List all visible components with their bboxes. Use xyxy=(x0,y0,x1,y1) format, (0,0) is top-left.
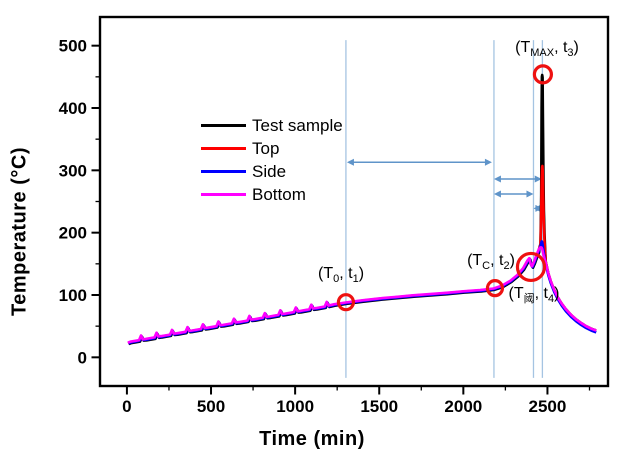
legend-label: Test sample xyxy=(252,115,343,135)
arrowhead xyxy=(346,158,354,166)
y-axis-tick-label: 400 xyxy=(59,99,87,118)
annotation-circle-tmax-t3 xyxy=(532,64,554,85)
arrowhead xyxy=(535,204,543,212)
y-axis-tick-label: 500 xyxy=(59,37,87,56)
legend-item-side: Side xyxy=(201,160,343,183)
plot-frame xyxy=(98,15,610,388)
legend-line-swatch xyxy=(201,193,246,196)
legend-label: Bottom xyxy=(252,184,306,204)
annotation-label-tthreshold-t4: (T阈, t4) xyxy=(508,285,560,306)
y-axis-tick-label: 300 xyxy=(59,161,87,180)
legend: Test sample Top Side Bottom xyxy=(201,114,343,206)
legend-item-test-sample: Test sample xyxy=(201,114,343,137)
legend-item-top: Top xyxy=(201,137,343,160)
arrowhead xyxy=(526,190,534,198)
annotation-circle-tc-t2 xyxy=(485,279,505,298)
annotation-label-tmax-t3: (TMAX, t3) xyxy=(515,39,579,60)
arrowhead xyxy=(493,175,501,183)
annotation-label-tc-t2: (TC, t2) xyxy=(467,252,515,273)
arrowhead xyxy=(493,190,501,198)
arrowhead xyxy=(534,175,542,183)
legend-line-swatch xyxy=(201,170,246,173)
legend-label: Side xyxy=(252,161,287,181)
y-axis-tick-label: 200 xyxy=(59,224,87,243)
legend-line-swatch xyxy=(201,124,246,127)
x-axis-tick-label: 0 xyxy=(122,397,131,416)
x-axis-tick-label: 500 xyxy=(197,397,225,416)
y-axis-tick-label: 0 xyxy=(78,348,87,367)
legend-label: Top xyxy=(252,138,280,158)
y-axis-title: Temperature (°C) xyxy=(8,147,31,316)
x-axis-tick-label: 1500 xyxy=(360,397,398,416)
annotation-circle-tyu-t4 xyxy=(515,251,547,283)
x-axis-tick-label: 2500 xyxy=(529,397,567,416)
legend-item-bottom: Bottom xyxy=(201,183,343,206)
x-axis-tick-label: 1000 xyxy=(276,397,314,416)
legend-line-swatch xyxy=(201,147,246,150)
x-axis-tick-label: 2000 xyxy=(444,397,482,416)
arrowhead xyxy=(484,158,492,166)
y-axis-tick-label: 100 xyxy=(59,286,87,305)
series-line-bottom xyxy=(127,246,597,344)
annotation-label-t0-t1: (T0, t1) xyxy=(317,265,365,286)
x-axis-title: Time (min) xyxy=(259,428,365,450)
annotation-circle-t0-t1 xyxy=(336,293,356,312)
